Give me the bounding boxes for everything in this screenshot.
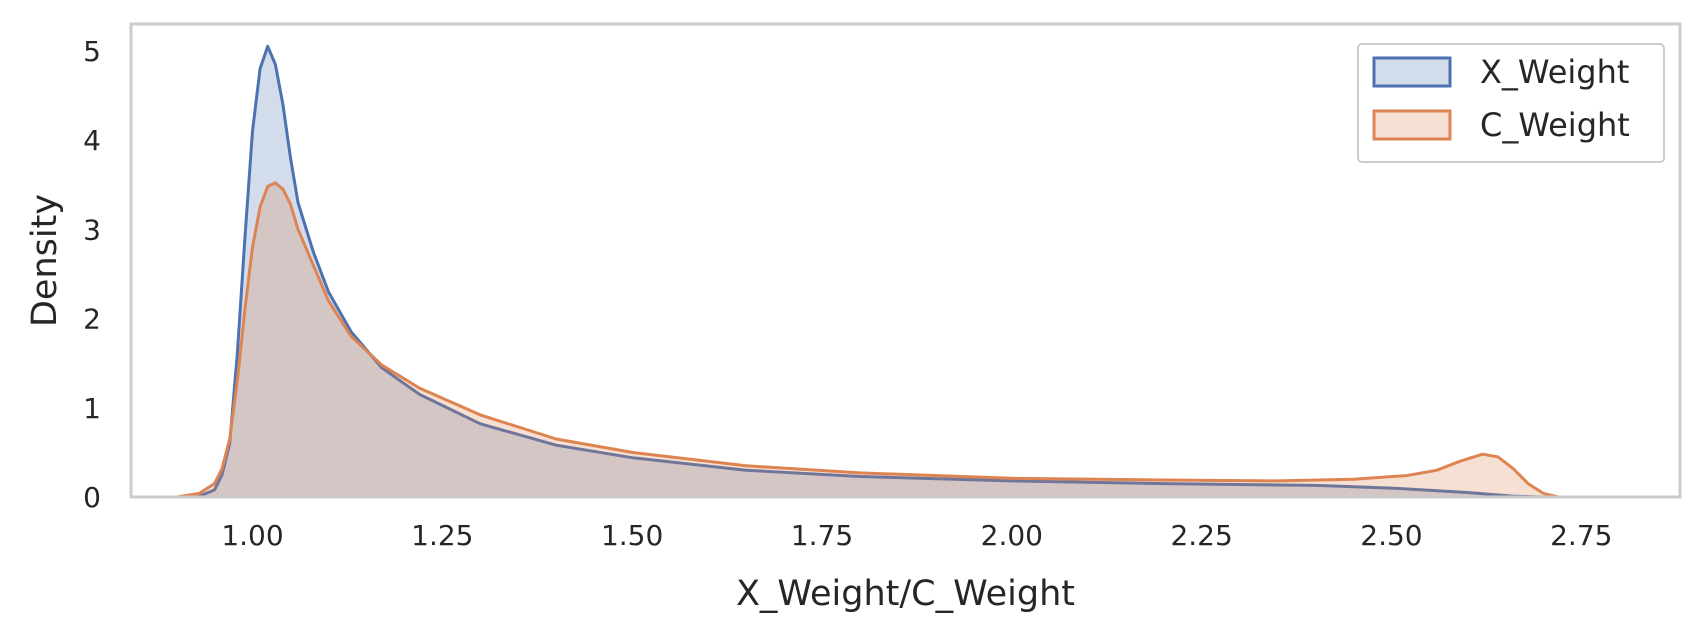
y-tick-label: 2 bbox=[83, 303, 101, 336]
x-tick-label: 1.75 bbox=[791, 519, 853, 552]
plot-frame bbox=[129, 22, 1682, 499]
x-tick-label: 2.00 bbox=[981, 519, 1043, 552]
x-tick-label: 1.25 bbox=[411, 519, 473, 552]
series-area-c-weight bbox=[176, 182, 1559, 497]
y-tick-label: 5 bbox=[83, 35, 101, 68]
series-area-x-weight bbox=[184, 46, 1544, 498]
y-axis-label: Density bbox=[25, 194, 65, 327]
x-tick-label: 2.25 bbox=[1170, 519, 1232, 552]
y-tick-label: 4 bbox=[83, 124, 101, 157]
legend-swatch bbox=[1372, 109, 1452, 141]
x-tick-label: 2.75 bbox=[1550, 519, 1612, 552]
x-axis-label: X_Weight/C_Weight bbox=[736, 574, 1075, 614]
plot-area bbox=[176, 44, 1559, 499]
y-tick-label: 0 bbox=[83, 481, 101, 514]
y-tick-labels: 0 1 2 3 4 5 bbox=[83, 35, 101, 514]
legend-frame bbox=[1357, 43, 1665, 163]
series-line-c-weight bbox=[176, 181, 1559, 499]
legend: X_Weight C_Weight bbox=[1357, 43, 1665, 163]
x-tick-label: 2.50 bbox=[1360, 519, 1422, 552]
x-tick-label: 1.50 bbox=[601, 519, 663, 552]
y-tick-label: 3 bbox=[83, 213, 101, 246]
legend-swatch bbox=[1372, 56, 1452, 88]
legend-label: C_Weight bbox=[1480, 106, 1630, 144]
x-tick-label: 1.00 bbox=[221, 519, 283, 552]
x-tick-labels: 1.00 1.25 1.50 1.75 2.00 2.25 2.50 2.75 bbox=[221, 519, 1612, 552]
y-tick-label: 1 bbox=[83, 392, 101, 425]
legend-label: X_Weight bbox=[1480, 53, 1629, 91]
series-line-x-weight bbox=[184, 44, 1544, 499]
